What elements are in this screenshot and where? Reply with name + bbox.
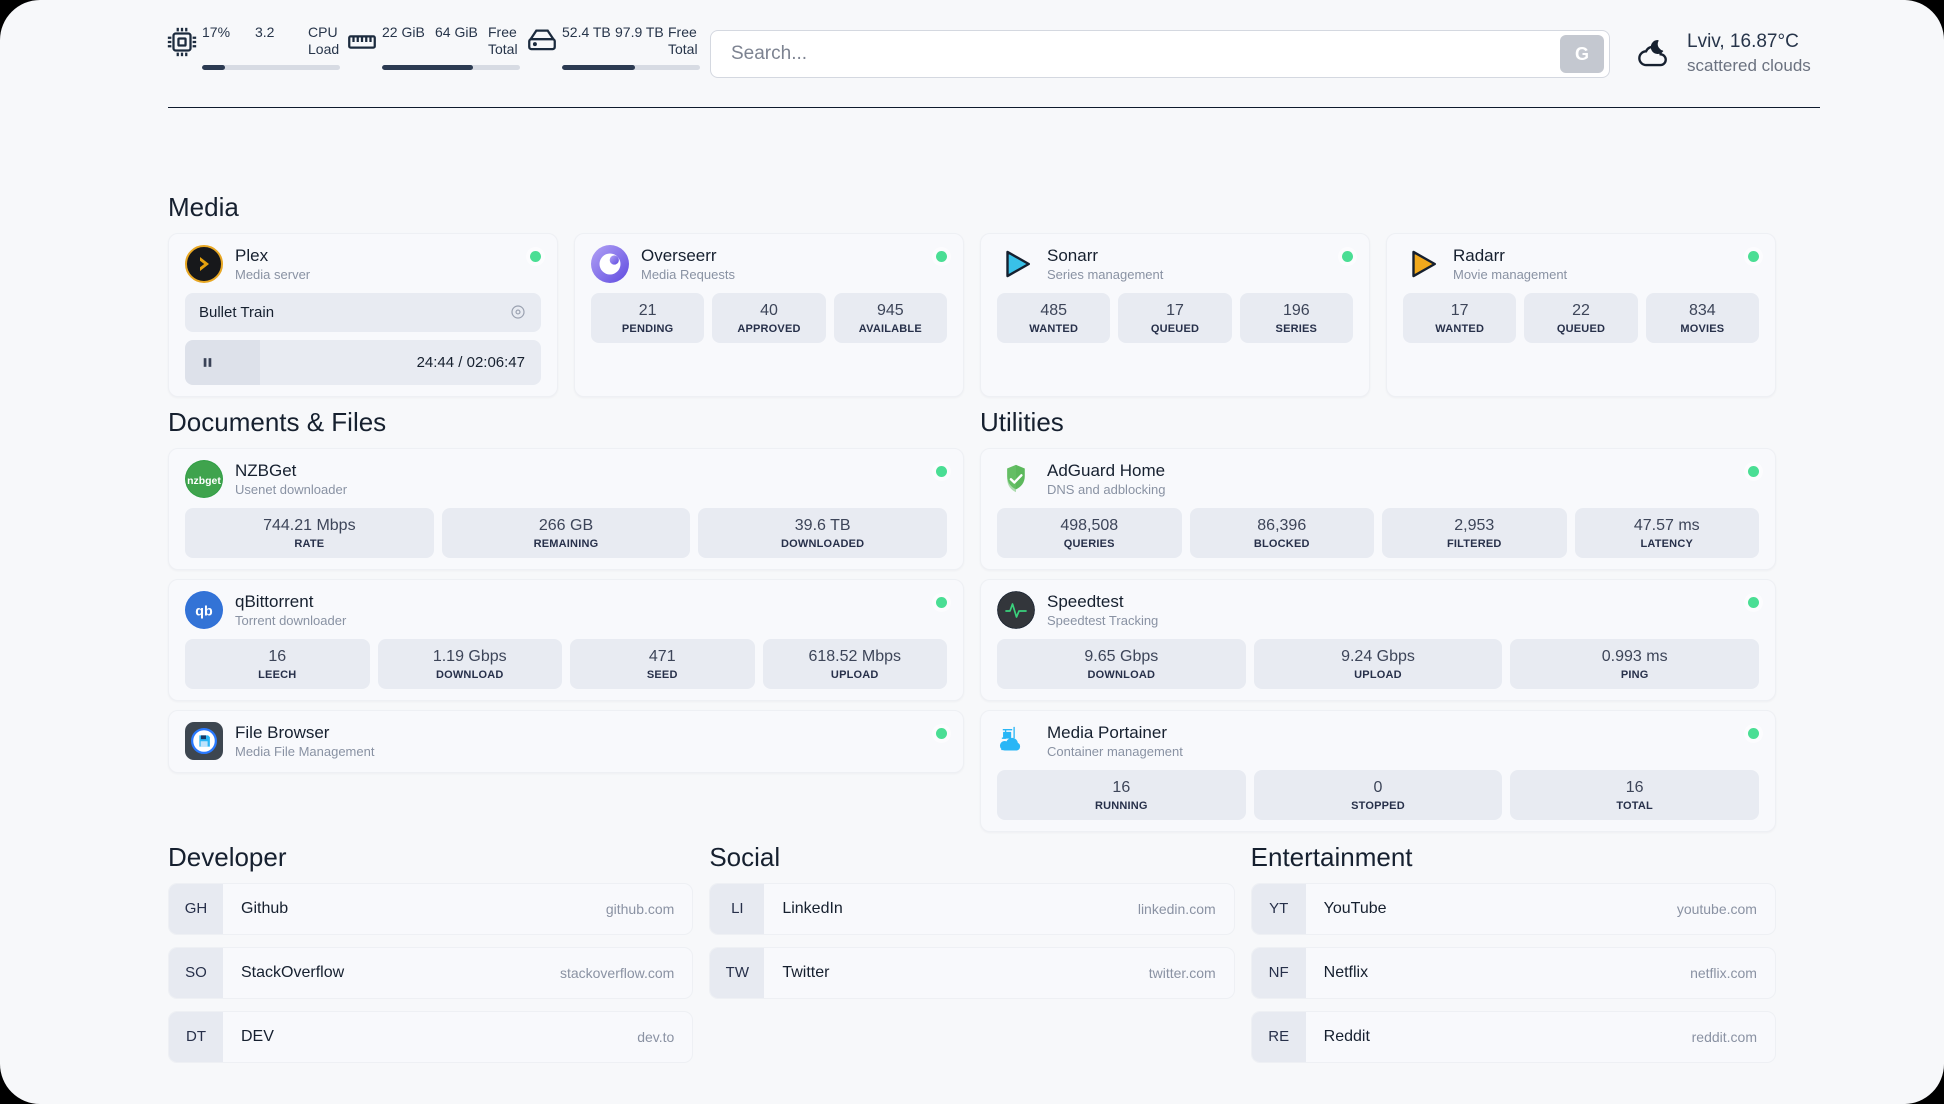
svg-text:qb: qb (195, 604, 213, 620)
svg-text:nzbget: nzbget (187, 476, 221, 487)
